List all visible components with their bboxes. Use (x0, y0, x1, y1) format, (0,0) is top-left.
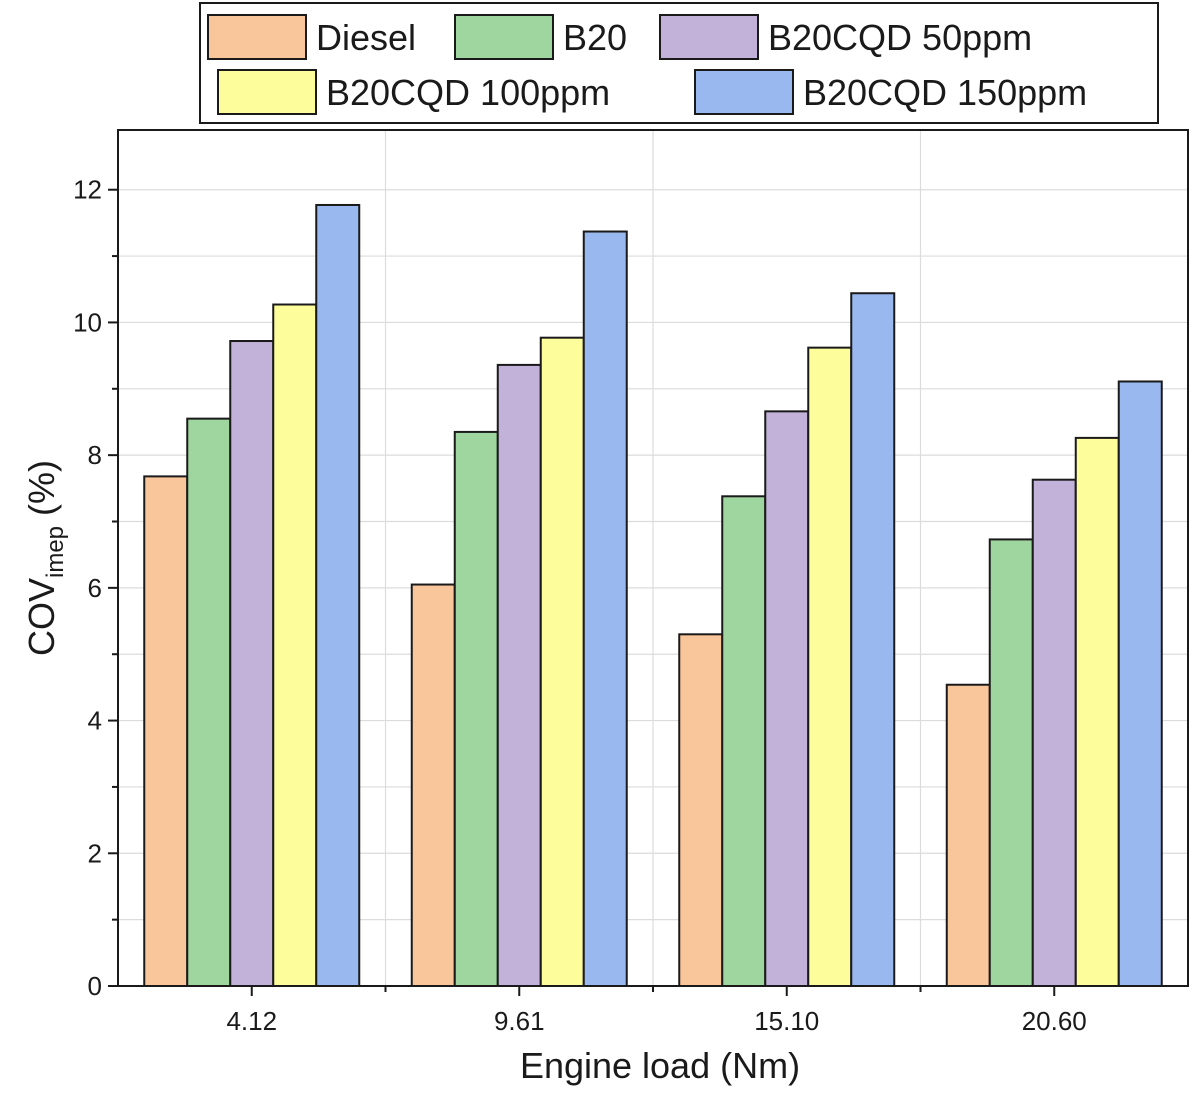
y-tick-label: 6 (88, 573, 102, 603)
bar (229, 340, 275, 987)
legend-label: Diesel (316, 17, 416, 58)
y-axis-title-unit: (%) (21, 460, 62, 526)
bar (1074, 436, 1120, 987)
bars (143, 203, 1163, 988)
y-axis-title: COVimep (%) (21, 460, 69, 656)
legend-swatch (207, 14, 307, 60)
bar (272, 303, 318, 987)
y-axis-title-sub: imep (42, 526, 69, 578)
x-axis-title: Engine load (Nm) (520, 1045, 800, 1086)
bar (315, 203, 361, 987)
bar (721, 495, 767, 987)
y-tick-label: 8 (88, 440, 102, 470)
legend-swatch (694, 69, 794, 115)
y-tick-label: 2 (88, 838, 102, 868)
bar (410, 583, 456, 988)
x-axis: 4.12 9.61 15.10 20.60 (226, 986, 1087, 1036)
bar (143, 475, 189, 987)
y-tick-label: 12 (73, 175, 102, 205)
x-tick-label: 15.10 (754, 1006, 819, 1036)
legend-label: B20 (563, 17, 627, 58)
x-tick-label: 20.60 (1022, 1006, 1087, 1036)
legend-swatch (217, 69, 317, 115)
legend: Diesel B20 B20CQD 50ppm B20CQD 100ppm B20CQD… (199, 2, 1159, 124)
x-tick-label: 9.61 (494, 1006, 545, 1036)
bar (582, 230, 628, 987)
bar (1031, 478, 1077, 987)
y-axis-title-main: COV (21, 578, 62, 656)
legend-label: B20CQD 50ppm (768, 17, 1032, 58)
bar (453, 430, 499, 987)
bar (945, 683, 991, 987)
bar (496, 363, 542, 987)
y-tick-label: 0 (88, 971, 102, 1001)
bar (807, 346, 853, 987)
legend-label: B20CQD 150ppm (803, 72, 1087, 113)
legend-swatch (659, 14, 759, 60)
legend-label: B20CQD 100ppm (326, 72, 610, 113)
bar (764, 410, 810, 987)
bar (539, 336, 585, 988)
bar (678, 633, 724, 987)
bar (988, 538, 1034, 987)
y-axis: 0 2 4 6 8 10 12 (73, 175, 118, 1001)
bar (850, 292, 896, 988)
y-tick-label: 4 (88, 706, 102, 736)
legend-swatch (454, 14, 554, 60)
bar (186, 417, 232, 987)
bar (1117, 380, 1163, 988)
x-tick-label: 4.12 (226, 1006, 277, 1036)
y-tick-label: 10 (73, 307, 102, 337)
